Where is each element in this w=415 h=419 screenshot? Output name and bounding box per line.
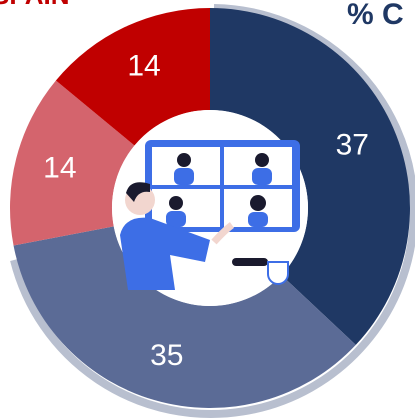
- illustration: [120, 122, 300, 302]
- value-label: 14: [43, 151, 76, 184]
- chart: SPAIN % C 37 35 14 14: [0, 0, 415, 419]
- value-label: 14: [127, 50, 160, 83]
- value-label: 37: [336, 128, 369, 161]
- annotation: SPAIN: [0, 0, 70, 10]
- annotation: % C: [347, 0, 404, 31]
- value-label: 35: [150, 339, 183, 372]
